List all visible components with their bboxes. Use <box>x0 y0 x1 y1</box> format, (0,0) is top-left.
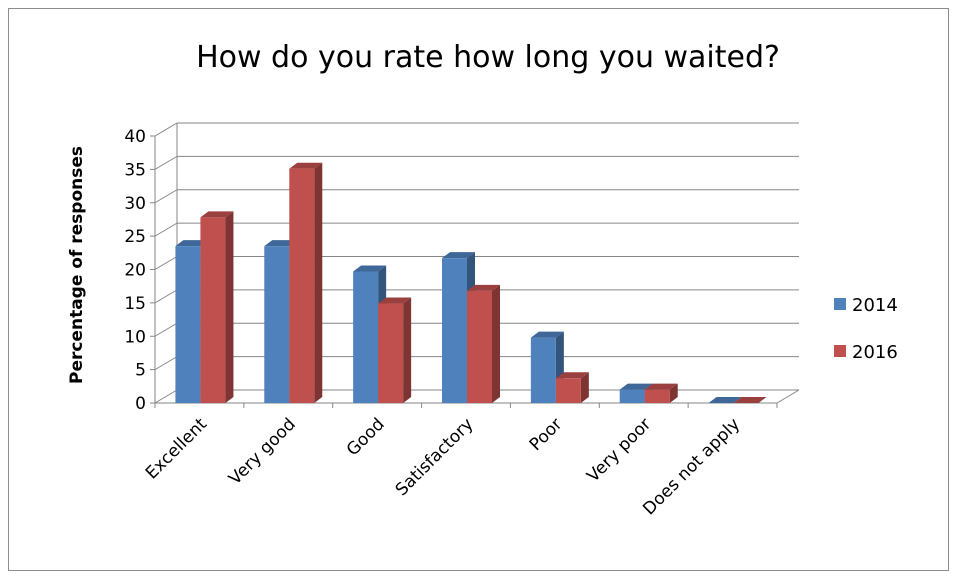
gridline-side <box>154 256 178 270</box>
y-tick-label: 0 <box>135 394 146 414</box>
bar-side <box>403 297 412 403</box>
y-tick-label: 25 <box>124 227 146 247</box>
bars <box>175 162 767 403</box>
y-tick-label: 35 <box>124 160 146 180</box>
bar <box>467 284 500 403</box>
bar-side <box>669 383 678 403</box>
x-tick-label: Good <box>343 414 389 460</box>
y-axis-ticks: 0 5 10 15 20 25 30 35 40 <box>124 127 146 414</box>
legend-swatch <box>834 298 846 310</box>
y-tick-label: 10 <box>124 327 146 347</box>
legend-swatch <box>834 345 846 357</box>
bar-top <box>644 383 678 390</box>
chart-title: How do you rate how long you waited? <box>196 40 780 75</box>
y-tick-label: 40 <box>124 127 146 147</box>
bar <box>619 383 653 403</box>
bar <box>378 297 412 403</box>
bar-top <box>264 240 298 247</box>
bar-top <box>530 331 564 338</box>
bar-top <box>378 297 412 304</box>
bar-front <box>467 290 492 403</box>
gridline-side <box>154 389 178 404</box>
bar-top <box>619 383 653 390</box>
bar <box>708 397 742 403</box>
gridline-side <box>154 222 178 237</box>
bar-front <box>175 246 201 403</box>
bar-front <box>644 389 670 403</box>
y-tick-label: 20 <box>124 261 146 281</box>
gridline-side <box>154 189 178 204</box>
bar-top <box>200 211 234 218</box>
bar-front <box>289 168 315 403</box>
x-tick-label: Excellent <box>142 414 211 483</box>
bar-side <box>225 211 234 403</box>
bar-side <box>580 372 589 403</box>
bar-top <box>353 265 387 272</box>
floor-edge <box>776 389 800 404</box>
x-tick-label: Very poor <box>583 414 655 486</box>
x-tick-label: Satisfactory <box>392 414 478 500</box>
bar-front <box>555 378 581 403</box>
bar <box>644 383 678 403</box>
x-tick-label: Poor <box>526 414 567 455</box>
y-tick-label: 15 <box>124 294 146 314</box>
bar <box>200 211 234 403</box>
bar-top <box>555 372 589 379</box>
bar-side <box>492 284 500 403</box>
bar-front <box>353 271 379 403</box>
x-tick-label: Very good <box>225 414 300 489</box>
bar-top <box>733 397 767 403</box>
bar-front <box>530 337 556 403</box>
bar <box>289 162 323 403</box>
bar-front <box>619 389 645 403</box>
y-tick-label: 5 <box>135 361 146 381</box>
bar-top <box>175 240 209 247</box>
gridline-side <box>154 122 178 137</box>
bar-top <box>442 252 475 259</box>
bar-top <box>289 162 323 169</box>
gridline-side <box>154 322 178 337</box>
bar-top <box>708 397 742 403</box>
bar-front <box>264 246 290 403</box>
y-tick-label: 30 <box>124 194 146 214</box>
bar-front <box>442 258 467 403</box>
gridline-side <box>154 289 178 304</box>
bar-side <box>314 162 323 403</box>
bar-front <box>200 217 226 403</box>
bar-front <box>378 303 404 403</box>
gridline-side <box>154 155 178 170</box>
x-tick-label: Does not apply <box>639 414 744 519</box>
legend-label: 2016 <box>852 342 898 363</box>
bar <box>555 372 589 403</box>
y-axis-title: Percentage of responses <box>67 146 87 384</box>
bar <box>733 397 767 403</box>
legend: 2014 2016 <box>834 295 898 363</box>
bar-top <box>467 284 500 291</box>
gridline-side <box>154 356 178 371</box>
x-axis-labels: Excellent Very good Good Satisfactory Poor Ve… <box>142 414 744 519</box>
legend-label: 2014 <box>852 295 898 316</box>
